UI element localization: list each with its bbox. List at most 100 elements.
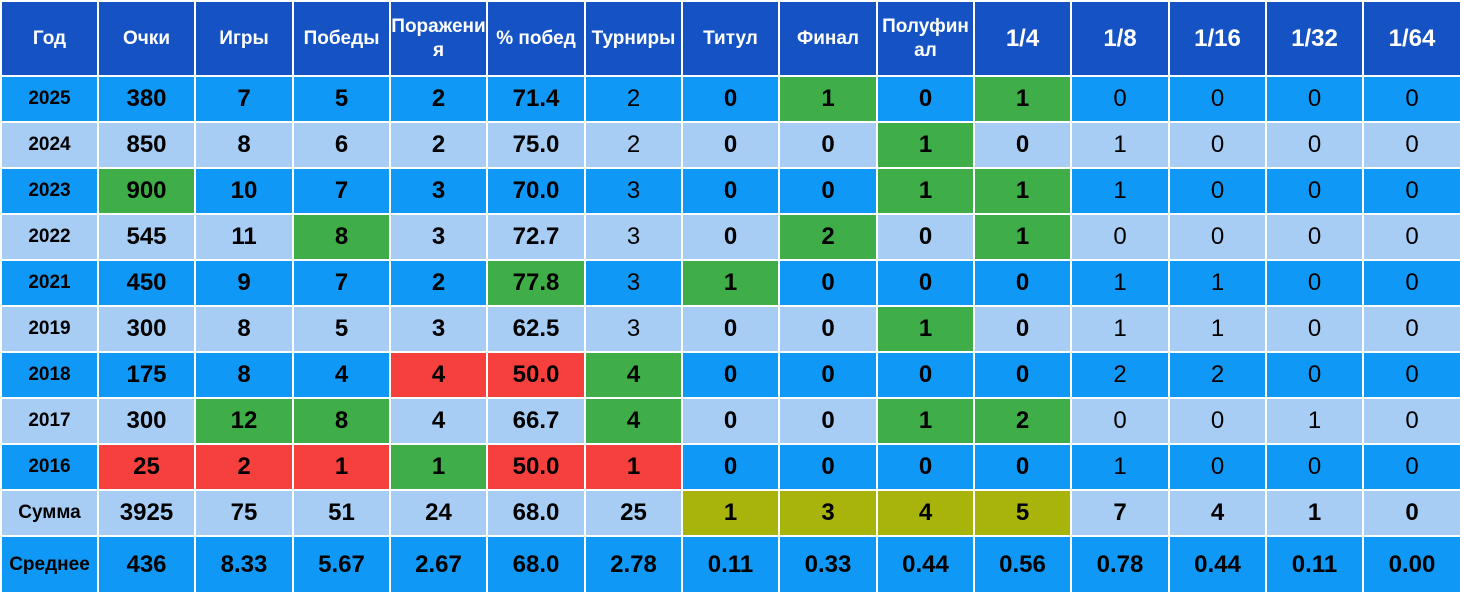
table-row: 2024 850 8 6 2 75.0 2 0 0 1 0 1 0 0 0 xyxy=(0,121,1460,169)
table-cell: 0 xyxy=(681,305,780,353)
table-cell: 0 xyxy=(778,351,878,399)
table-cell: 4 xyxy=(584,351,683,399)
table-cell: 2 xyxy=(1168,351,1267,399)
header-row: Год Очки Игры Победы Поражения% побед Турниры… xyxy=(0,0,1460,77)
row-label: Сумма xyxy=(0,489,99,537)
table-cell: 3 xyxy=(584,259,683,307)
table-cell: 0 xyxy=(778,259,878,307)
table-cell: 0 xyxy=(1168,213,1267,261)
table-cell: 8 xyxy=(194,121,294,169)
column-header: 1/8 xyxy=(1070,0,1170,77)
table-cell: 75.0 xyxy=(486,121,586,169)
table-cell: 2 xyxy=(389,75,488,123)
table-cell: 300 xyxy=(97,305,196,353)
column-header: Победы xyxy=(292,0,391,77)
column-header: 1/4 xyxy=(973,0,1072,77)
table-row: 2021 450 9 7 2 77.8 3 1 0 0 0 1 1 0 0 xyxy=(0,259,1460,307)
table-cell: 0 xyxy=(1362,75,1460,123)
table-cell: 0 xyxy=(973,443,1072,491)
table-cell: 0 xyxy=(1168,397,1267,445)
table-cell: 175 xyxy=(97,351,196,399)
table-cell: 1 xyxy=(1168,305,1267,353)
table-cell: 545 xyxy=(97,213,196,261)
row-label: 2021 xyxy=(0,259,99,307)
table-cell: 850 xyxy=(97,121,196,169)
row-label: 2017 xyxy=(0,397,99,445)
table-cell: 0 xyxy=(876,443,975,491)
table-cell: 0 xyxy=(1265,167,1364,215)
table-cell: 0 xyxy=(1168,121,1267,169)
table-cell: 8.33 xyxy=(194,535,294,594)
table-cell: 0.44 xyxy=(876,535,975,594)
row-label: 2024 xyxy=(0,121,99,169)
table-cell: 3 xyxy=(389,305,488,353)
table-cell: 0 xyxy=(973,351,1072,399)
row-label: 2016 xyxy=(0,443,99,491)
table-row: 2019 300 8 5 3 62.5 3 0 0 1 0 1 1 0 0 xyxy=(0,305,1460,353)
table-cell: 1 xyxy=(1070,305,1170,353)
table-row: 2017 300 12 8 4 66.7 4 0 0 1 2 0 0 1 0 xyxy=(0,397,1460,445)
table-cell: 0.33 xyxy=(778,535,878,594)
table-cell: 24 xyxy=(389,489,488,537)
table-cell: 0 xyxy=(973,259,1072,307)
table-cell: 7 xyxy=(194,75,294,123)
table-cell: 66.7 xyxy=(486,397,586,445)
table-cell: 0 xyxy=(1362,397,1460,445)
table-cell: 1 xyxy=(876,305,975,353)
table-cell: 0 xyxy=(1265,75,1364,123)
table-cell: 0 xyxy=(876,351,975,399)
table-cell: 3925 xyxy=(97,489,196,537)
table-cell: 6 xyxy=(292,121,391,169)
table-cell: 62.5 xyxy=(486,305,586,353)
table-cell: 7 xyxy=(1070,489,1170,537)
table-cell: 68.0 xyxy=(486,535,586,594)
table-cell: 2.78 xyxy=(584,535,683,594)
table-cell: 0 xyxy=(681,351,780,399)
table-cell: 2 xyxy=(973,397,1072,445)
table-cell: 0 xyxy=(1168,443,1267,491)
row-label: 2023 xyxy=(0,167,99,215)
table-cell: 2 xyxy=(389,259,488,307)
table-cell: 8 xyxy=(194,305,294,353)
table-cell: 1 xyxy=(1070,259,1170,307)
table-cell: 0.11 xyxy=(1265,535,1364,594)
table-cell: 5 xyxy=(973,489,1072,537)
table-cell: 3 xyxy=(584,167,683,215)
table-cell: 72.7 xyxy=(486,213,586,261)
table-cell: 2.67 xyxy=(389,535,488,594)
table-body: 2025 380 7 5 2 71.4 2 0 1 0 1 0 0 0 0 2024 850 8 6 2 75.0 2 0 0… xyxy=(0,75,1460,594)
table-cell: 1 xyxy=(389,443,488,491)
table-cell: 0 xyxy=(1265,351,1364,399)
table-cell: 0 xyxy=(1265,213,1364,261)
table-cell: 0 xyxy=(778,167,878,215)
column-header: % побед xyxy=(486,0,586,77)
row-label: 2025 xyxy=(0,75,99,123)
table-cell: 3 xyxy=(389,213,488,261)
column-header: 1/16 xyxy=(1168,0,1267,77)
column-header: Турниры xyxy=(584,0,683,77)
table-cell: 900 xyxy=(97,167,196,215)
table-cell: 4 xyxy=(1168,489,1267,537)
table-cell: 0.56 xyxy=(973,535,1072,594)
table-row: 2018 175 8 4 4 50.0 4 0 0 0 0 2 2 0 0 xyxy=(0,351,1460,399)
column-header: Финал xyxy=(778,0,878,77)
table-header: Год Очки Игры Победы Поражения% побед Турниры… xyxy=(0,0,1460,77)
table-cell: 50.0 xyxy=(486,443,586,491)
table-cell: 0 xyxy=(876,259,975,307)
table-cell: 0 xyxy=(876,213,975,261)
table-cell: 0 xyxy=(1362,489,1460,537)
column-header: 1/32 xyxy=(1265,0,1364,77)
column-header: 1/64 xyxy=(1362,0,1460,77)
table-cell: 1 xyxy=(973,75,1072,123)
table-cell: 3 xyxy=(584,305,683,353)
table-cell: 0 xyxy=(778,121,878,169)
table-cell: 0 xyxy=(1265,443,1364,491)
table-cell: 9 xyxy=(194,259,294,307)
table-cell: 7 xyxy=(292,259,391,307)
table-cell: 71.4 xyxy=(486,75,586,123)
table-cell: 0 xyxy=(1070,397,1170,445)
table-row: 2016 25 2 1 1 50.0 1 0 0 0 0 1 0 0 0 xyxy=(0,443,1460,491)
table-cell: 5.67 xyxy=(292,535,391,594)
table-cell: 2 xyxy=(194,443,294,491)
